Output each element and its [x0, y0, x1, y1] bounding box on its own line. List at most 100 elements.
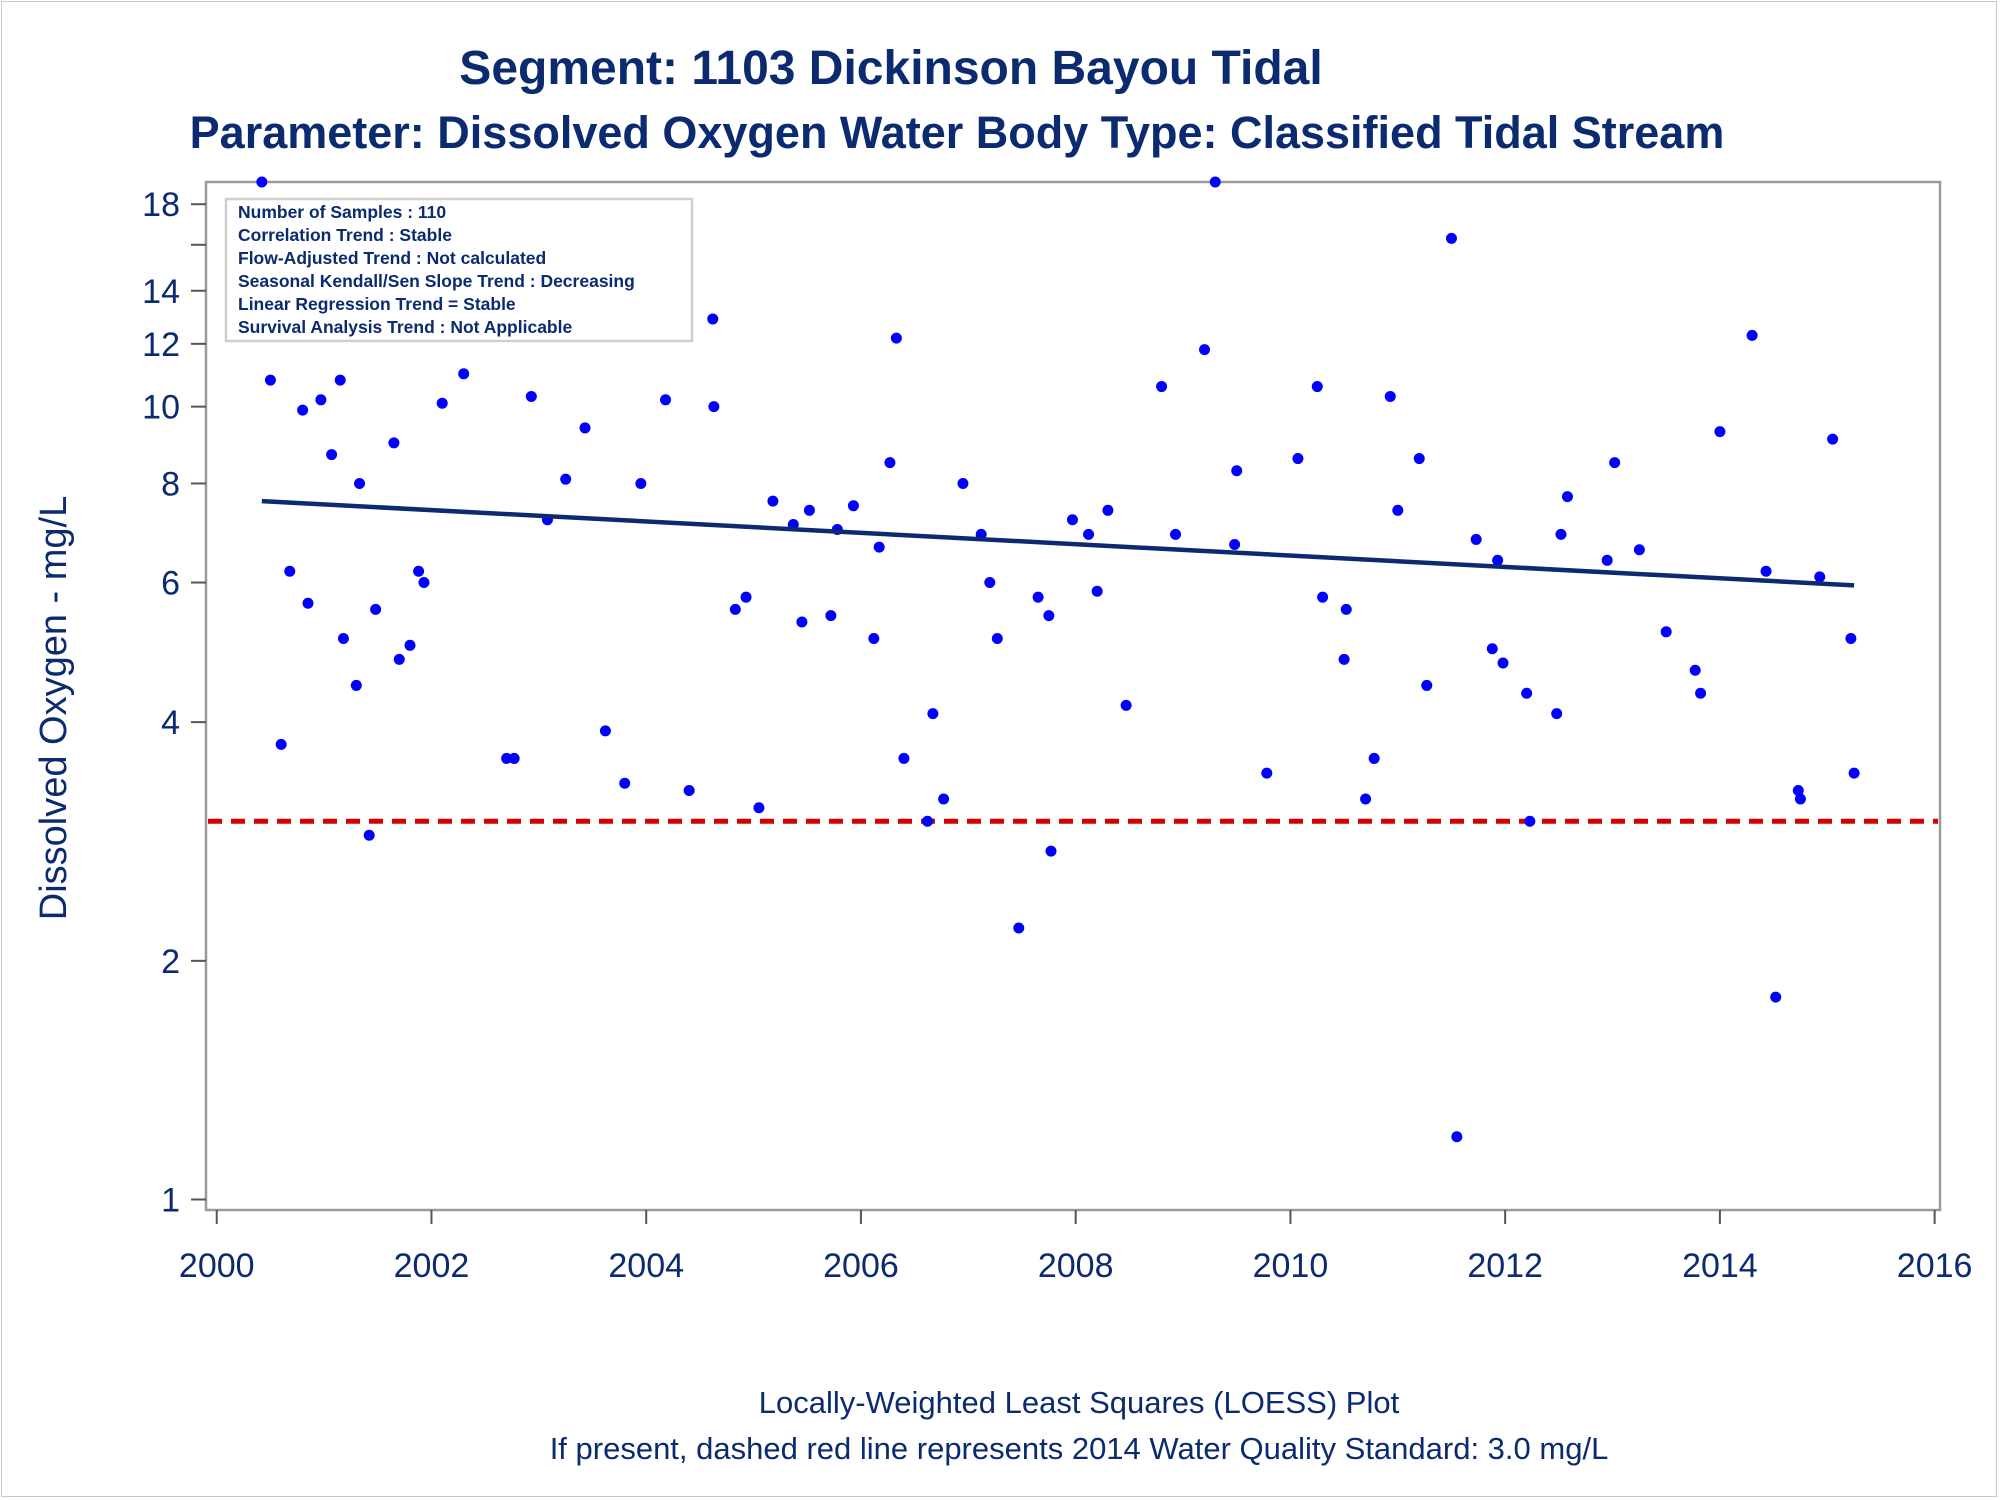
footnote-loess: Locally-Weighted Least Squares (LOESS) P… — [759, 1385, 1400, 1420]
data-point — [957, 477, 969, 489]
x-tick-label: 2016 — [1897, 1247, 1973, 1285]
data-point — [302, 597, 314, 609]
data-point — [1524, 815, 1536, 827]
data-point — [1714, 426, 1726, 438]
data-point — [1091, 585, 1103, 597]
data-point — [436, 397, 448, 409]
data-point — [1848, 767, 1860, 779]
chart-subtitle: Parameter: Dissolved Oxygen Water Body T… — [190, 107, 1725, 158]
data-point — [297, 404, 309, 416]
data-point — [525, 390, 537, 402]
stats-box: Number of Samples : 110 Correlation Tren… — [224, 197, 694, 343]
data-point — [418, 577, 430, 589]
x-tick-label: 2002 — [394, 1247, 470, 1285]
data-point — [560, 473, 572, 485]
trend-line — [261, 498, 1855, 588]
data-point — [1156, 381, 1168, 393]
stats-box-border — [224, 197, 694, 343]
data-point — [884, 457, 896, 469]
data-point — [256, 176, 268, 188]
data-point — [354, 477, 366, 489]
data-point — [1561, 491, 1573, 503]
x-tick-label: 2012 — [1467, 1247, 1543, 1285]
data-point — [1292, 453, 1304, 465]
data-point — [803, 504, 815, 516]
data-point — [1451, 1131, 1463, 1143]
data-point — [1413, 453, 1425, 465]
data-point — [1695, 687, 1707, 699]
y-tick-label: 4 — [161, 704, 180, 742]
data-point — [1360, 793, 1372, 805]
x-tick-label: 2000 — [179, 1247, 255, 1285]
data-point — [1497, 657, 1509, 669]
data-point — [683, 784, 695, 796]
data-point — [1609, 457, 1621, 469]
data-points — [256, 176, 1860, 1143]
data-point — [927, 708, 939, 720]
data-point — [284, 565, 296, 577]
x-tick-label: 2010 — [1253, 1247, 1329, 1285]
data-point — [984, 577, 996, 589]
data-point — [922, 815, 934, 827]
data-point — [393, 653, 405, 665]
x-tick-label: 2014 — [1682, 1247, 1758, 1285]
y-tick-label: 12 — [142, 326, 180, 364]
data-point — [1317, 591, 1329, 603]
stats-line: Survival Analysis Trend : Not Applicable — [238, 317, 572, 337]
data-point — [1746, 329, 1758, 341]
stats-line: Number of Samples : 110 — [238, 202, 446, 222]
data-point — [707, 313, 719, 325]
data-point — [350, 679, 362, 691]
data-point — [1792, 784, 1804, 796]
data-point — [1231, 465, 1243, 477]
data-point — [1043, 610, 1055, 622]
data-point — [326, 449, 338, 461]
data-point — [1311, 381, 1323, 393]
y-tick-label: 2 — [161, 943, 180, 981]
data-point — [753, 802, 765, 814]
data-point — [729, 603, 741, 615]
data-point — [1229, 539, 1241, 551]
data-point — [1120, 699, 1132, 711]
data-point — [1633, 544, 1645, 556]
data-point — [1770, 991, 1782, 1003]
data-point — [1492, 554, 1504, 566]
x-tick-label: 2004 — [608, 1247, 684, 1285]
data-point — [1551, 708, 1563, 720]
data-point — [1555, 528, 1567, 540]
data-point — [635, 477, 647, 489]
data-point — [413, 565, 425, 577]
data-point — [1102, 504, 1114, 516]
data-point — [1013, 922, 1025, 934]
data-point — [847, 500, 859, 512]
y-tick-label: 8 — [161, 465, 180, 503]
data-point — [1486, 643, 1498, 655]
data-point — [1827, 433, 1839, 445]
x-tick-label: 2008 — [1038, 1247, 1114, 1285]
data-point — [868, 632, 880, 644]
data-point — [363, 829, 375, 841]
trend-line-layer — [261, 498, 1855, 588]
data-point — [1814, 571, 1826, 583]
data-point — [1170, 528, 1182, 540]
y-tick-label: 10 — [142, 389, 180, 427]
data-point — [767, 495, 779, 507]
stats-line: Seasonal Kendall/Sen Slope Trend : Decre… — [238, 271, 635, 291]
data-point — [1045, 845, 1057, 857]
data-point — [991, 632, 1003, 644]
data-point — [890, 332, 902, 344]
data-point — [275, 738, 287, 750]
data-point — [1521, 687, 1533, 699]
data-point — [619, 777, 631, 789]
data-point — [1083, 528, 1095, 540]
y-tick-label: 18 — [142, 186, 180, 224]
data-point — [1689, 664, 1701, 676]
chart-title: Segment: 1103 Dickinson Bayou Tidal — [459, 42, 1322, 95]
data-point — [264, 374, 276, 386]
data-point — [404, 639, 416, 651]
x-axis: 2000 2002 2004 2006 2008 2010 2012 2014 2016 — [179, 1210, 1973, 1285]
data-point — [1368, 752, 1380, 764]
